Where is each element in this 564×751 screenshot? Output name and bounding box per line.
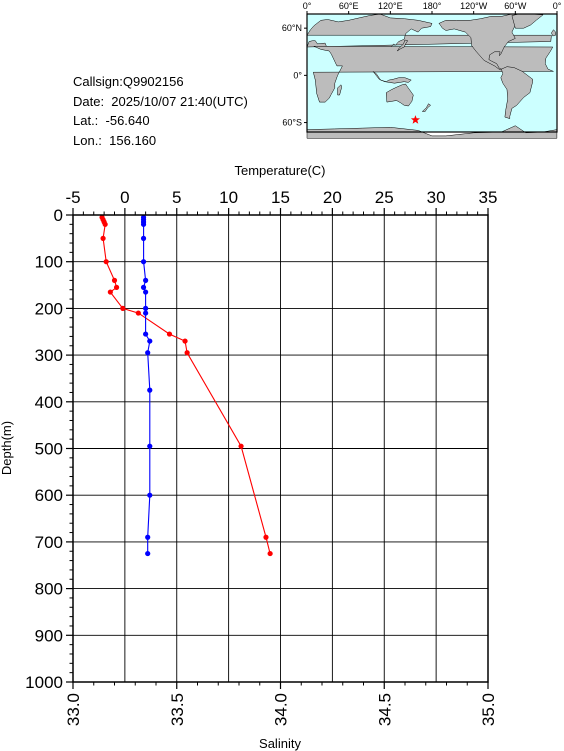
map-longitude-label: 60°W [504,1,527,11]
depth-tick-label: 900 [35,626,63,645]
salinity-data-point [140,221,147,227]
salinity-tick-label: 34.0 [272,693,291,726]
new-zealand-land [421,103,432,112]
temperature-data-point [238,443,244,449]
temperature-tick-label: 0 [120,188,129,207]
temperature-axis-label: Temperature(C) [234,163,325,178]
map-longitude-label: 0° [553,1,562,11]
depth-tick-label: 300 [35,346,63,365]
temperature-data-point [267,550,273,557]
temperature-data-point [184,350,190,356]
indonesia-land [372,71,412,84]
salinity-data-point [140,284,147,290]
temperature-data-point [263,534,269,540]
temperature-data-point [135,310,141,316]
temperature-tick-label: 5 [172,188,181,207]
map-longitude-label: 60°E [339,1,359,11]
depth-tick-label: 700 [35,533,63,552]
temperature-tick-label: 25 [375,188,394,207]
salinity-data-point [145,550,151,557]
temperature-profile-line [101,217,271,554]
salinity-data-point [143,289,149,295]
uk-land [551,29,556,37]
temperature-data-point [166,331,173,337]
longitude-text: Lon.: 156.160 [73,132,157,148]
map-longitude-label: 120°E [378,1,403,11]
salinity-tick-label: 34.5 [375,693,394,726]
salinity-data-point [147,387,153,393]
temperature-data-point [113,284,120,290]
salinity-data-point [147,338,153,344]
temperature-tick-label: 20 [323,188,342,207]
temperature-data-point [103,259,109,265]
temperature-tick-label: 35 [479,188,498,207]
temperature-data-point [182,338,188,344]
temperature-data-point [100,235,106,241]
date-text: Date: 2025/10/07 21:40(UTC) [73,93,248,109]
map-longitude-label: 180° [423,1,442,11]
madagascar-land [337,84,342,96]
salinity-data-point [145,350,151,356]
salinity-data-point [140,235,147,241]
salinity-tick-label: 35.0 [479,693,498,726]
africa-land [312,46,554,103]
map-latitude-label: 60°N [282,23,302,33]
salinity-tick-label: 33.0 [64,693,83,726]
depth-tick-label: 1000 [25,673,63,692]
salinity-data-point [143,331,149,337]
latitude-text: Lat.: -56.640 [73,113,150,128]
depth-tick-label: 100 [35,253,63,272]
map-latitude-label: 0° [293,70,302,80]
salinity-axis-label: Salinity [259,736,301,751]
depth-axis-label: Depth(m) [0,421,14,475]
temperature-data-point [107,289,113,295]
depth-tick-label: 0 [54,206,63,225]
depth-tick-label: 600 [35,486,63,505]
salinity-data-point [143,305,149,311]
temperature-tick-label: 15 [271,188,290,207]
salinity-data-point [147,443,153,449]
map-latitude-label: 60°S [282,118,302,128]
station-info: Callsign:Q9902156 Date: 2025/10/07 21:40… [73,72,248,150]
map-longitude-label: 0° [303,1,312,11]
temperature-data-point [102,221,108,227]
map-land [306,13,558,139]
star-icon [410,115,420,124]
callsign-text: Callsign:Q9902156 [73,74,184,89]
australia-land [385,83,414,107]
temperature-tick-label: -5 [65,188,80,207]
float-location-marker [410,115,420,124]
depth-tick-label: 400 [35,393,63,412]
salinity-data-point [140,259,147,265]
temperature-tick-label: 10 [219,188,238,207]
salinity-data-point [147,492,153,498]
salinity-profile-line [143,217,151,554]
salinity-data-point [145,534,151,540]
map-longitude-label: 120°W [460,1,488,11]
depth-tick-label: 500 [35,440,63,459]
temperature-data-point [111,277,118,283]
depth-tick-label: 800 [35,580,63,599]
salinity-data-point [143,277,149,283]
temperature-data-point [120,305,126,311]
temperature-tick-label: 30 [427,188,446,207]
north-america-land [438,13,523,71]
plot-frame [72,214,489,683]
japan-land [397,39,409,52]
greenland-land [511,13,544,29]
south-america-land [500,66,533,119]
depth-tick-label: 200 [35,299,63,318]
salinity-tick-label: 33.5 [168,693,187,726]
salinity-data-point [143,310,149,316]
location-map: 0° 60°E 120°E 180° 120°W 60°W 0° 60°N 0° 60°S [282,1,562,139]
